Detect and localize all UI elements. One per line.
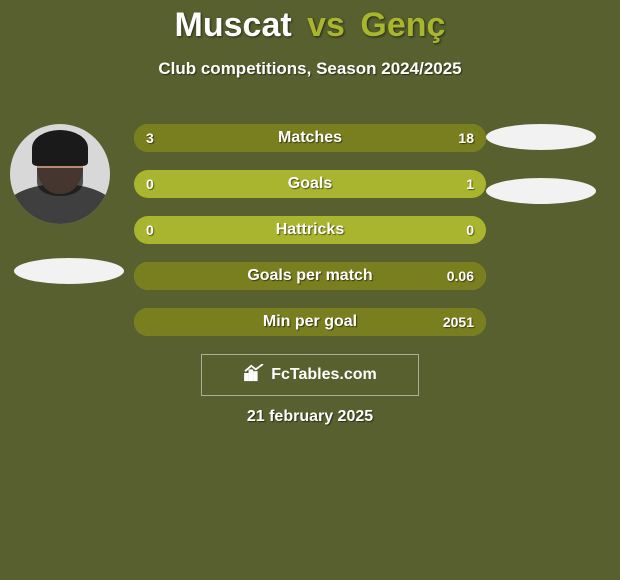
stat-bar: 2051Min per goal xyxy=(134,308,486,336)
player2-team-oval xyxy=(486,178,596,204)
vs-text: vs xyxy=(307,6,345,44)
date-text: 21 february 2025 xyxy=(0,408,620,426)
player2-avatar-oval xyxy=(486,124,596,150)
avatar-hair xyxy=(32,130,88,166)
stat-label: Matches xyxy=(134,124,486,152)
stat-bar: 0.06Goals per match xyxy=(134,262,486,290)
subtitle: Club competitions, Season 2024/2025 xyxy=(0,59,620,79)
source-logo: FcTables.com xyxy=(201,354,419,396)
source-logo-text: FcTables.com xyxy=(271,366,377,384)
stat-bar: 01Goals xyxy=(134,170,486,198)
stat-bar: 318Matches xyxy=(134,124,486,152)
player1-team-oval xyxy=(14,258,124,284)
chart-icon xyxy=(243,364,265,387)
stats-bars: 318Matches 01Goals 00Hattricks 0.06Goals pe… xyxy=(134,124,486,354)
avatar-beard xyxy=(37,168,83,196)
page-title: Muscat vs Genç xyxy=(0,0,620,45)
stat-label: Hattricks xyxy=(134,216,486,244)
stat-bar: 00Hattricks xyxy=(134,216,486,244)
comparison-card: Muscat vs Genç Club competitions, Season… xyxy=(0,0,620,580)
stat-label: Min per goal xyxy=(134,308,486,336)
player1-avatar xyxy=(10,124,110,224)
stat-label: Goals xyxy=(134,170,486,198)
stat-label: Goals per match xyxy=(134,262,486,290)
player1-name: Muscat xyxy=(175,6,292,44)
player2-name: Genç xyxy=(360,6,445,44)
